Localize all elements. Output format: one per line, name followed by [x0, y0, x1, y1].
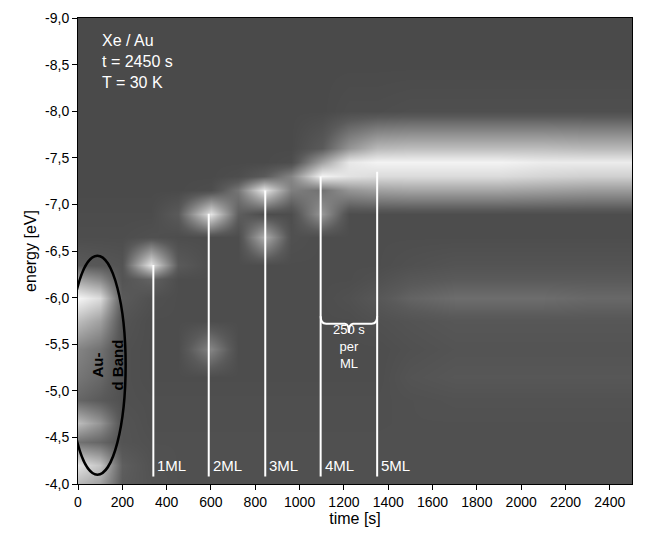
svg-text:-7,0: -7,0: [45, 196, 69, 212]
svg-text:5ML: 5ML: [381, 457, 410, 474]
svg-text:-4,5: -4,5: [45, 429, 69, 445]
svg-text:250 sperML: 250 sperML: [333, 322, 365, 371]
svg-text:2000: 2000: [506, 494, 537, 510]
svg-text:200: 200: [111, 494, 135, 510]
svg-text:energy [eV]: energy [eV]: [22, 210, 39, 292]
svg-text:0: 0: [74, 494, 82, 510]
svg-text:Xe / Aut = 2450 sT = 30 K: Xe / Aut = 2450 sT = 30 K: [102, 32, 173, 91]
svg-text:4ML: 4ML: [325, 457, 354, 474]
svg-text:-9,0: -9,0: [45, 10, 69, 26]
svg-text:time [s]: time [s]: [329, 510, 381, 527]
svg-text:2ML: 2ML: [213, 457, 242, 474]
svg-text:1200: 1200: [328, 494, 359, 510]
svg-text:Au-d Band: Au-d Band: [89, 340, 126, 391]
svg-text:800: 800: [244, 494, 268, 510]
svg-text:600: 600: [199, 494, 223, 510]
svg-text:400: 400: [155, 494, 179, 510]
svg-text:-7,5: -7,5: [45, 150, 69, 166]
svg-text:2400: 2400: [594, 494, 625, 510]
svg-text:-8,0: -8,0: [45, 103, 69, 119]
svg-text:-5,5: -5,5: [45, 336, 69, 352]
svg-text:1000: 1000: [284, 494, 315, 510]
svg-text:-6,5: -6,5: [45, 243, 69, 259]
svg-text:1800: 1800: [461, 494, 492, 510]
svg-text:-8,5: -8,5: [45, 57, 69, 73]
svg-text:1600: 1600: [417, 494, 448, 510]
svg-text:-4,0: -4,0: [45, 476, 69, 492]
svg-text:-6,0: -6,0: [45, 290, 69, 306]
svg-text:1400: 1400: [373, 494, 404, 510]
svg-text:2200: 2200: [550, 494, 581, 510]
svg-text:1ML: 1ML: [157, 457, 186, 474]
svg-text:-5,0: -5,0: [45, 383, 69, 399]
svg-text:3ML: 3ML: [269, 457, 298, 474]
